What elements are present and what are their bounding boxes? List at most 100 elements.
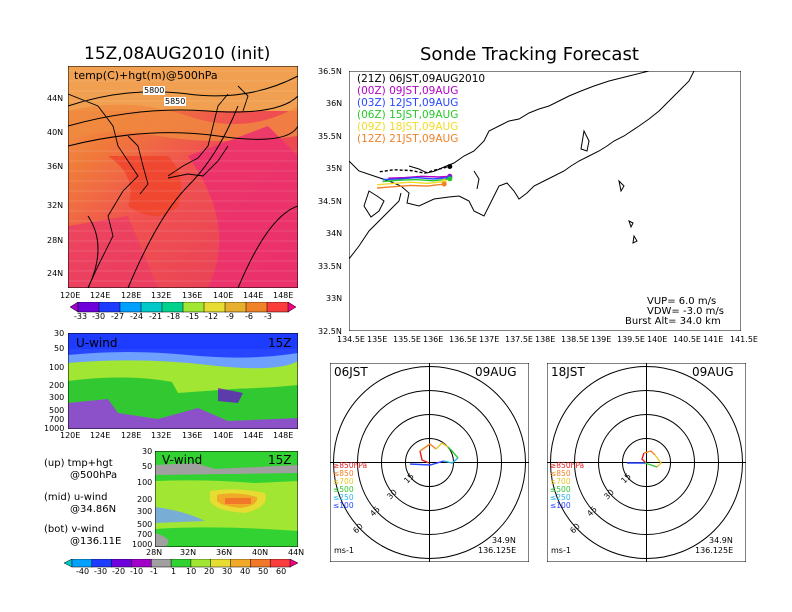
colorbar-swatch	[70, 302, 79, 313]
lat-label: 36N	[326, 99, 343, 108]
p-label: 100	[49, 363, 65, 372]
p-label: 500	[137, 520, 153, 529]
hodo1-lon: 136.125E	[478, 546, 517, 555]
uwind-panel	[68, 333, 298, 429]
p-label: 50	[142, 462, 153, 471]
colorbar-swatch	[190, 559, 212, 568]
legend-code: (06Z)	[357, 109, 386, 121]
colorbar-swatch	[170, 559, 192, 568]
lat-label: 40N	[47, 128, 64, 137]
level-label: ≤250	[550, 493, 571, 502]
lon-label: 135.5E	[393, 335, 421, 344]
lon-label: 139E	[591, 335, 612, 344]
legend-code: (12Z)	[357, 133, 386, 145]
cb-label: 1	[171, 567, 177, 576]
lat-label: 33.5N	[318, 262, 342, 271]
lat-label: 28N	[47, 236, 64, 245]
hodo2-units: ms-1	[551, 546, 571, 555]
cb-label: -6	[245, 312, 253, 321]
level-label: ≤700	[333, 477, 354, 486]
lon-label: 124E	[90, 431, 111, 440]
cb-label: -15	[186, 312, 200, 321]
hodo2-lon: 136.125E	[695, 546, 734, 555]
p-label: 200	[49, 381, 65, 390]
track-endpoint	[441, 181, 447, 187]
lat-label: 24N	[47, 269, 64, 278]
colorbar-swatch	[140, 302, 163, 313]
lon-label: 148E	[273, 291, 294, 300]
vwind-colorbar-labels: -40 -30 -20 -10 -1 1 10 20 30 40 50 60	[76, 567, 316, 577]
colorbar-swatch	[210, 559, 232, 568]
track-line	[382, 178, 450, 183]
level-label: ≥850hPa	[550, 461, 585, 470]
lon-label: 137.5E	[505, 335, 533, 344]
cb-label: 20	[204, 567, 215, 576]
lon-label: 141E	[703, 335, 724, 344]
legend-code: (09Z)	[357, 121, 386, 133]
lon-label: 136E	[423, 335, 444, 344]
lon-label: 132E	[151, 291, 172, 300]
cb-label: -27	[111, 312, 125, 321]
uwind-time: 15Z	[268, 336, 292, 350]
param-vup: VUP= 6.0 m/s	[647, 296, 717, 307]
lon-label: 120E	[60, 431, 81, 440]
hodo1-level-legend: ≥850hPa ≤850 ≤700 ≤500 ≤250 ≤100	[333, 462, 367, 510]
track-legend: (21Z) 06JST,09AUG2010 (00Z) 09JST,09AUG …	[357, 73, 485, 145]
cb-label: 50	[258, 567, 269, 576]
lat-label: 32N	[47, 201, 64, 210]
contour-label-5800: 5800	[143, 86, 166, 95]
lon-label: 139.5E	[617, 335, 645, 344]
track-line	[388, 175, 450, 179]
param-burst: Burst Alt= 34.0 km	[625, 316, 721, 327]
p-label: 700	[137, 530, 153, 539]
p-label: 30	[142, 447, 153, 456]
lat-label: 36.5N	[318, 67, 342, 76]
colorbar-swatch	[182, 302, 205, 313]
track-line	[382, 176, 450, 181]
launch-params: VUP= 6.0 m/s VDW= -3.0 m/s Burst Alt= 34…	[625, 297, 724, 327]
colorbar-swatch	[111, 559, 133, 568]
lat-label: 34N	[326, 229, 343, 238]
cb-label: -18	[167, 312, 181, 321]
cb-label: 10	[186, 567, 197, 576]
note-line: (bot) v-wind	[44, 524, 105, 535]
colorbar-swatch	[289, 559, 298, 568]
hodo1-time: 06JST	[334, 365, 368, 379]
note-line: @136.11E	[70, 536, 122, 547]
cb-label: -12	[205, 312, 219, 321]
note-line: @34.86N	[70, 504, 117, 515]
colorbar-swatch	[119, 302, 142, 313]
level-label: ≤700	[550, 477, 571, 486]
vwind-panel	[155, 451, 298, 547]
hodo1-units: ms-1	[334, 546, 354, 555]
track-endpoint	[447, 164, 453, 169]
legend-entry-06z: (06Z) 15JST,09AUG	[357, 109, 485, 121]
colorbar-swatch	[245, 302, 268, 313]
legend-time: 06JST,09AUG2010	[389, 73, 486, 85]
lat-label: 34.5N	[318, 197, 342, 206]
colorbar-swatch	[287, 302, 296, 313]
hodo2-time: 18JST	[551, 365, 585, 379]
cb-label: 60	[276, 567, 287, 576]
p-label: 1000	[132, 540, 153, 549]
cb-label: 40	[240, 567, 251, 576]
colorbar-swatch	[71, 559, 93, 568]
level-label: ≤100	[550, 501, 571, 510]
lon-label: 134.5E	[337, 335, 365, 344]
level-label: ≥850hPa	[333, 461, 368, 470]
lon-label: 141.5E	[730, 335, 758, 344]
legend-entry-03z: (03Z) 12JST,09AUG	[357, 97, 485, 109]
p-label: 100	[137, 478, 153, 487]
note-line: (mid) u-wind	[44, 492, 108, 503]
legend-time: 21JST,09AUG	[389, 133, 459, 145]
cb-label: -30	[92, 312, 106, 321]
legend-code: (00Z)	[357, 85, 386, 97]
cb-label: -9	[226, 312, 234, 321]
colorbar-swatch	[230, 559, 252, 568]
lon-label: 124E	[90, 291, 111, 300]
legend-code: (21Z)	[357, 73, 386, 85]
colorbar-swatch	[266, 302, 289, 313]
lat-label: 35N	[326, 164, 343, 173]
lon-label: 132E	[151, 431, 172, 440]
lon-label: 140.5E	[673, 335, 701, 344]
